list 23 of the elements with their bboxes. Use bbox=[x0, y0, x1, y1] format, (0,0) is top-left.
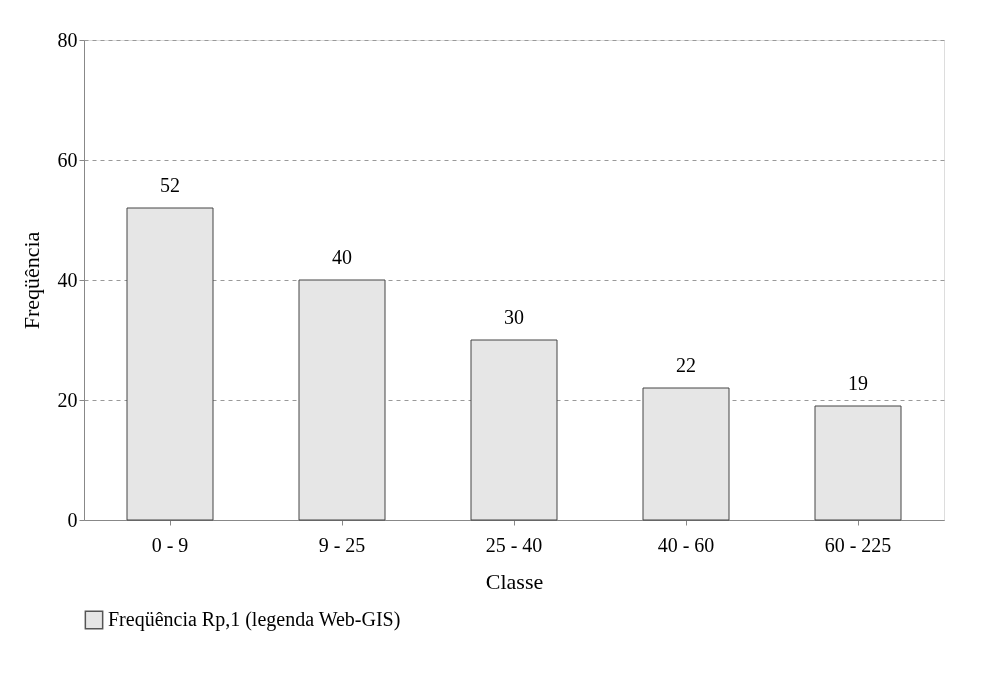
y-tick-label: 0 bbox=[67, 508, 78, 531]
x-axis-title: Classe bbox=[485, 568, 544, 594]
bar bbox=[642, 387, 730, 521]
bar bbox=[126, 207, 214, 521]
y-tick-label: 60 bbox=[57, 148, 78, 171]
x-tick-label: 40 - 60 bbox=[657, 533, 715, 556]
x-tick-label: 0 - 9 bbox=[151, 533, 189, 556]
data-label: 40 bbox=[332, 246, 352, 268]
bar bbox=[470, 339, 558, 521]
y-tick-label: 20 bbox=[57, 388, 78, 411]
data-label: 22 bbox=[676, 354, 696, 376]
y-axis-title: Freqüência bbox=[18, 231, 44, 330]
data-label: 52 bbox=[160, 174, 180, 196]
bar bbox=[298, 279, 386, 521]
y-tick-label: 80 bbox=[57, 28, 78, 51]
y-tick-label: 40 bbox=[57, 268, 78, 291]
legend-label: Freqüência Rp,1 (legenda Web-GIS) bbox=[108, 608, 401, 631]
bar bbox=[814, 405, 902, 521]
x-tick-label: 9 - 25 bbox=[318, 533, 366, 556]
x-tick-label: 60 - 225 bbox=[824, 533, 892, 556]
data-label: 30 bbox=[504, 306, 524, 328]
x-tick-label: 25 - 40 bbox=[485, 533, 543, 556]
data-label: 19 bbox=[848, 372, 868, 394]
